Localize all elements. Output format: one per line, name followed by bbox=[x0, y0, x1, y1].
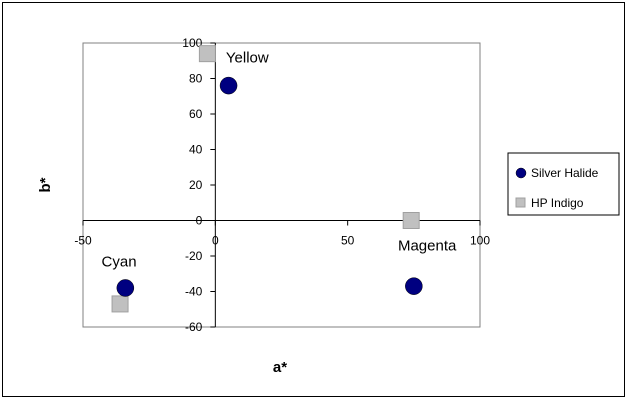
x-tick-label: -50 bbox=[74, 234, 92, 248]
y-tick-label: 20 bbox=[189, 178, 203, 192]
y-tick-label: -40 bbox=[185, 285, 203, 299]
data-point-hp-indigo bbox=[198, 45, 216, 63]
axes-layer: -50 0 50 100 -60 -40 -20 0 20 40 60 80 100 bbox=[74, 36, 490, 334]
data-point-silver-halide bbox=[116, 279, 135, 297]
x-axis-title: a* bbox=[273, 359, 287, 376]
x-tick-label: 50 bbox=[341, 234, 355, 248]
y-tick-label: 60 bbox=[189, 107, 203, 121]
y-tick-label: -60 bbox=[185, 320, 203, 334]
legend-marker-silver-halide bbox=[515, 167, 527, 179]
legend: Silver Halide HP Indigo bbox=[507, 152, 620, 216]
data-point-silver-halide bbox=[405, 277, 423, 295]
data-point-hp-indigo bbox=[402, 212, 420, 229]
annotation-yellow: Yellow bbox=[226, 50, 269, 67]
x-tick-label: 0 bbox=[212, 234, 219, 248]
y-axis-title: b* bbox=[37, 177, 54, 192]
y-tick-label: 100 bbox=[182, 36, 202, 50]
y-tick-label: -20 bbox=[185, 249, 203, 263]
data-marks bbox=[111, 45, 423, 313]
y-tick-label: 40 bbox=[189, 143, 203, 157]
annotation-magenta: Magenta bbox=[398, 238, 457, 255]
legend-label-silver-halide: Silver Halide bbox=[531, 166, 599, 180]
point-annotations: Yellow Magenta Cyan bbox=[102, 50, 457, 271]
data-point-silver-halide bbox=[219, 76, 238, 95]
x-tick-label: 100 bbox=[470, 234, 490, 248]
data-point-hp-indigo bbox=[111, 295, 129, 313]
y-tick-label: 0 bbox=[196, 214, 203, 228]
legend-marker-hp-indigo bbox=[515, 197, 526, 208]
legend-box bbox=[507, 152, 620, 216]
annotation-cyan: Cyan bbox=[102, 254, 137, 271]
legend-label-hp-indigo: HP Indigo bbox=[531, 196, 584, 210]
y-tick-label: 80 bbox=[189, 72, 203, 86]
